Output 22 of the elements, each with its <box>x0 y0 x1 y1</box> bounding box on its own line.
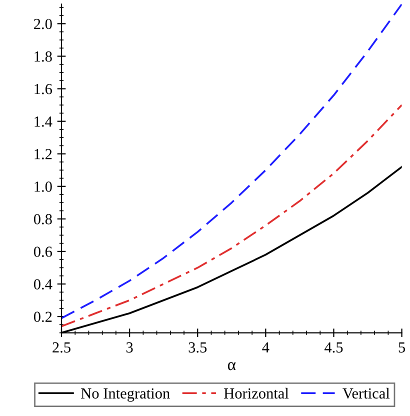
line-series <box>62 4 402 320</box>
line-series <box>62 104 402 328</box>
x-tick-label: 3.5 <box>188 342 207 353</box>
y-tick-label: 1.8 <box>34 51 52 62</box>
x-tick-label: 4.5 <box>324 342 343 353</box>
x-tick-label: 5 <box>398 342 406 353</box>
legend-label: Horizontal <box>224 388 289 399</box>
y-tick-label: 1.2 <box>34 149 52 160</box>
y-tick-label: 1.6 <box>34 84 52 94</box>
x-tick-label: 3 <box>126 342 133 353</box>
y-tick-label: 1.4 <box>34 116 52 127</box>
x-tick-label: 4 <box>262 342 270 352</box>
y-tick-label: 0.2 <box>34 312 52 322</box>
y-tick-label: 1.0 <box>34 182 52 192</box>
x-tick-label: 2.5 <box>52 342 70 353</box>
x-axis-title: α <box>228 362 236 370</box>
y-tick-label: 0.6 <box>34 246 52 257</box>
legend-label: No Integration <box>81 388 170 402</box>
y-tick-label: 0.4 <box>34 279 52 290</box>
y-tick-label: 0.8 <box>34 214 52 224</box>
legend-label: Vertical <box>342 388 390 399</box>
y-tick-label: 2.0 <box>34 18 52 30</box>
